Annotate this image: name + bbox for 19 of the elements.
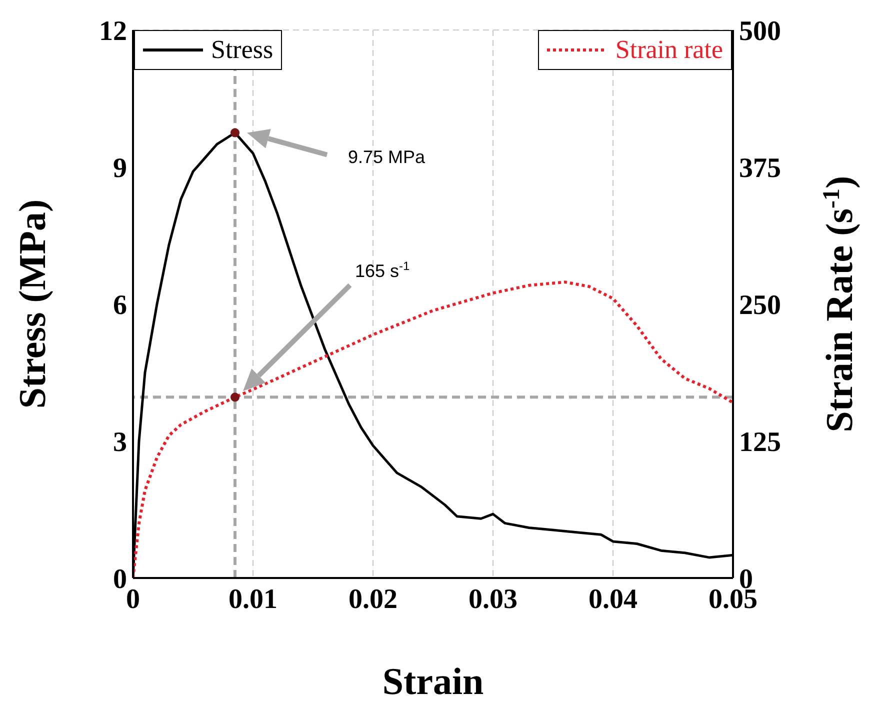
legend-label: Strain rate xyxy=(615,35,723,65)
y-tick-label: 6 xyxy=(113,290,127,321)
annotation: 165 s$^{-1}$ xyxy=(355,259,410,282)
y2-tick-label: 375 xyxy=(739,152,781,184)
y2-tick-label: 500 xyxy=(739,16,781,47)
legend-label: Stress xyxy=(211,35,274,65)
y-tick-label: 0 xyxy=(113,564,127,595)
y-tick-label: 3 xyxy=(113,426,127,458)
y-tick-label: 12 xyxy=(99,16,127,47)
x-tick-label: 0.03 xyxy=(468,584,518,615)
x-tick-label: 0.04 xyxy=(588,584,638,615)
x-tick-label: 0.01 xyxy=(228,584,278,615)
y-tick-label: 9 xyxy=(113,152,127,184)
x-axis-title: Strain xyxy=(382,661,484,703)
y2-tick-label: 250 xyxy=(739,290,781,321)
x-tick-label: 0.02 xyxy=(348,584,398,615)
y2-tick-label: 125 xyxy=(739,426,781,458)
y-axis-title: Stress (MPa) xyxy=(12,199,54,409)
annotation: 9.75 MPa xyxy=(348,146,426,167)
